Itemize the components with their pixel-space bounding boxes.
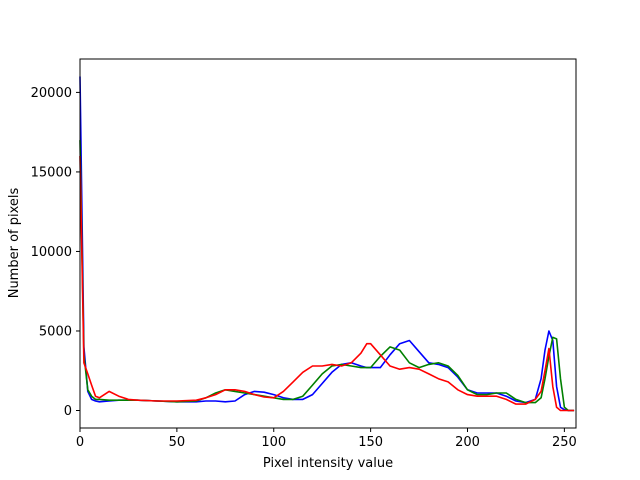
y-axis-label: Number of pixels	[7, 187, 22, 298]
y-tick-label: 10000	[31, 245, 72, 260]
x-tick-label: 100	[261, 435, 286, 450]
x-tick-label: 250	[552, 435, 577, 450]
x-axis-ticks: 0 50 100 150 200 250	[76, 428, 577, 450]
y-tick-label: 0	[64, 404, 72, 419]
series-line-red	[79, 155, 575, 412]
y-tick-label: 15000	[31, 165, 72, 180]
x-tick-label: 50	[169, 435, 186, 450]
plot-frame	[79, 58, 577, 429]
x-tick-label: 150	[358, 435, 383, 450]
y-tick-label: 5000	[39, 324, 72, 339]
x-tick-label: 200	[455, 435, 480, 450]
x-tick-label: 0	[76, 435, 84, 450]
x-axis-label: Pixel intensity value	[263, 456, 393, 471]
series-layer	[79, 76, 575, 412]
y-axis-ticks: 0 5000 10000 15000 20000	[31, 86, 80, 419]
plot-area	[80, 59, 576, 428]
y-tick-label: 20000	[31, 86, 72, 101]
